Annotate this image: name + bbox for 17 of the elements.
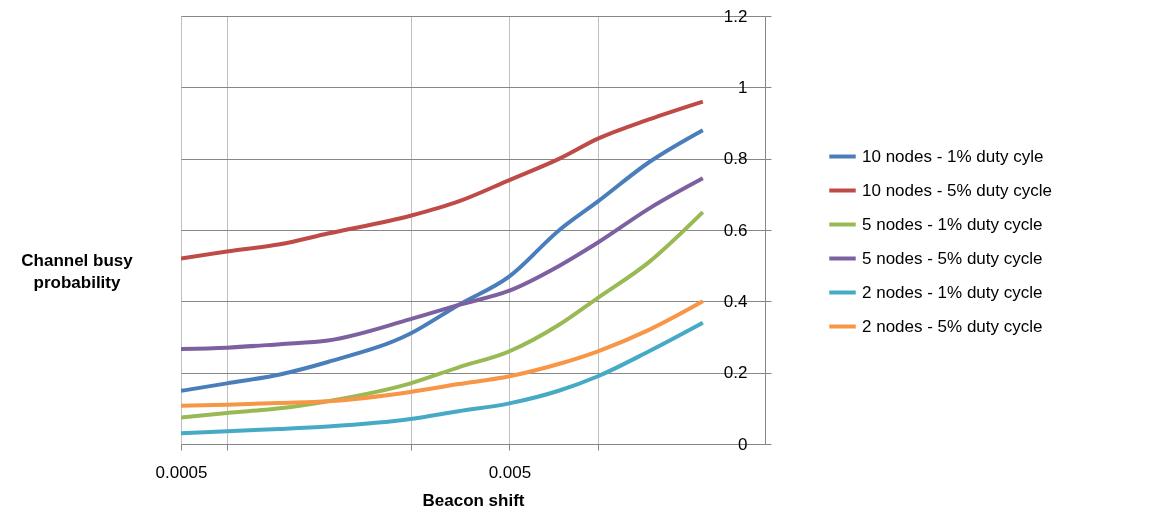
y-tick-label: 0.4 [723,291,748,311]
legend-label: 2 nodes - 1% duty cycle [862,282,1043,302]
legend-label: 5 nodes - 5% duty cycle [862,248,1043,268]
y-tick-label: 0 [738,434,748,454]
y-tick-label: 0.2 [723,363,748,383]
x-axis-title: Beacon shift [422,490,525,510]
y-tick-label: 0.6 [723,220,748,240]
legend-label: 10 nodes - 1% duty cyle [862,146,1044,166]
y-tick-label: 1 [738,77,748,97]
x-tick-label: 0.005 [488,462,532,482]
legend-label: 5 nodes - 1% duty cycle [862,214,1043,234]
y-tick-label: 0.8 [723,149,748,169]
y-tick-label: 1.2 [723,6,748,26]
legend-label: 10 nodes - 5% duty cycle [862,180,1052,200]
x-tick-label: 0.0005 [155,462,208,482]
legend-label: 2 nodes - 5% duty cycle [862,316,1043,336]
y-axis-title: Channel busy probability [21,251,134,292]
